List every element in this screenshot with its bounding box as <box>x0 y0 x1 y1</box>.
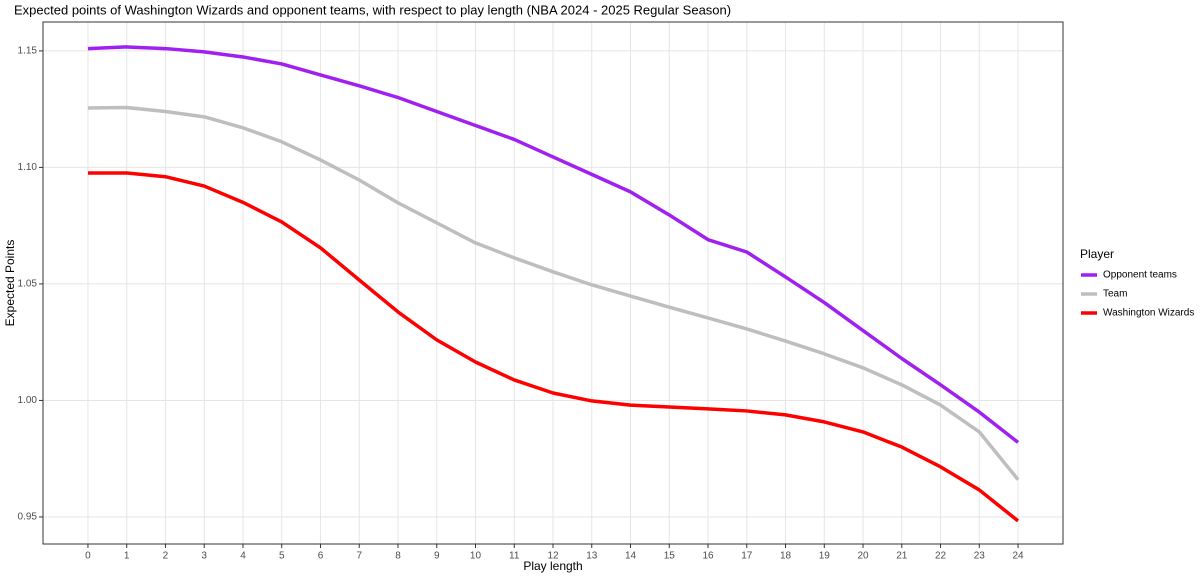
x-tick-label: 1 <box>124 551 130 562</box>
chart-title: Expected points of Washington Wizards an… <box>14 2 731 17</box>
x-tick-label: 11 <box>509 551 520 562</box>
x-tick-label: 19 <box>819 551 831 562</box>
x-tick-label: 0 <box>85 551 91 562</box>
line <box>87 105 1020 481</box>
x-tick-label: 9 <box>434 551 440 562</box>
legend-label: Washington Wizards <box>1103 308 1194 319</box>
y-tick-label: 1.00 <box>18 395 38 406</box>
x-tick-label: 10 <box>470 551 482 562</box>
x-tick-label: 21 <box>896 551 908 562</box>
x-tick-label: 8 <box>395 551 401 562</box>
y-axis-label: Expected Points <box>3 240 17 327</box>
line <box>87 45 1020 444</box>
x-tick-label: 16 <box>702 551 714 562</box>
x-tick-label: 17 <box>741 551 753 562</box>
y-tick-label: 1.05 <box>18 279 38 290</box>
x-tick-label: 22 <box>935 551 947 562</box>
x-tick-label: 4 <box>240 551 246 562</box>
x-tick-label: 18 <box>780 551 792 562</box>
x-tick-label: 2 <box>163 551 169 562</box>
x-tick-label: 24 <box>1012 551 1024 562</box>
y-tick-label: 1.15 <box>18 46 38 57</box>
plot-border <box>42 21 1064 545</box>
x-tick-label: 14 <box>625 551 637 562</box>
legend-label: Opponent teams <box>1103 270 1177 281</box>
x-tick-label: 7 <box>356 551 362 562</box>
y-tick-label: 0.95 <box>18 512 38 523</box>
x-axis-label: Play length <box>523 559 582 573</box>
legend-title: Player <box>1080 247 1114 261</box>
x-tick-label: 15 <box>664 551 676 562</box>
x-tick-label: 5 <box>279 551 285 562</box>
x-tick-label: 3 <box>201 551 207 562</box>
y-tick-label: 1.10 <box>18 162 38 173</box>
x-tick-label: 13 <box>586 551 598 562</box>
line <box>87 171 1020 523</box>
x-tick-label: 6 <box>318 551 324 562</box>
x-tick-label: 23 <box>974 551 986 562</box>
x-tick-label: 12 <box>547 551 559 562</box>
legend-label: Team <box>1103 289 1127 300</box>
x-tick-label: 20 <box>857 551 869 562</box>
